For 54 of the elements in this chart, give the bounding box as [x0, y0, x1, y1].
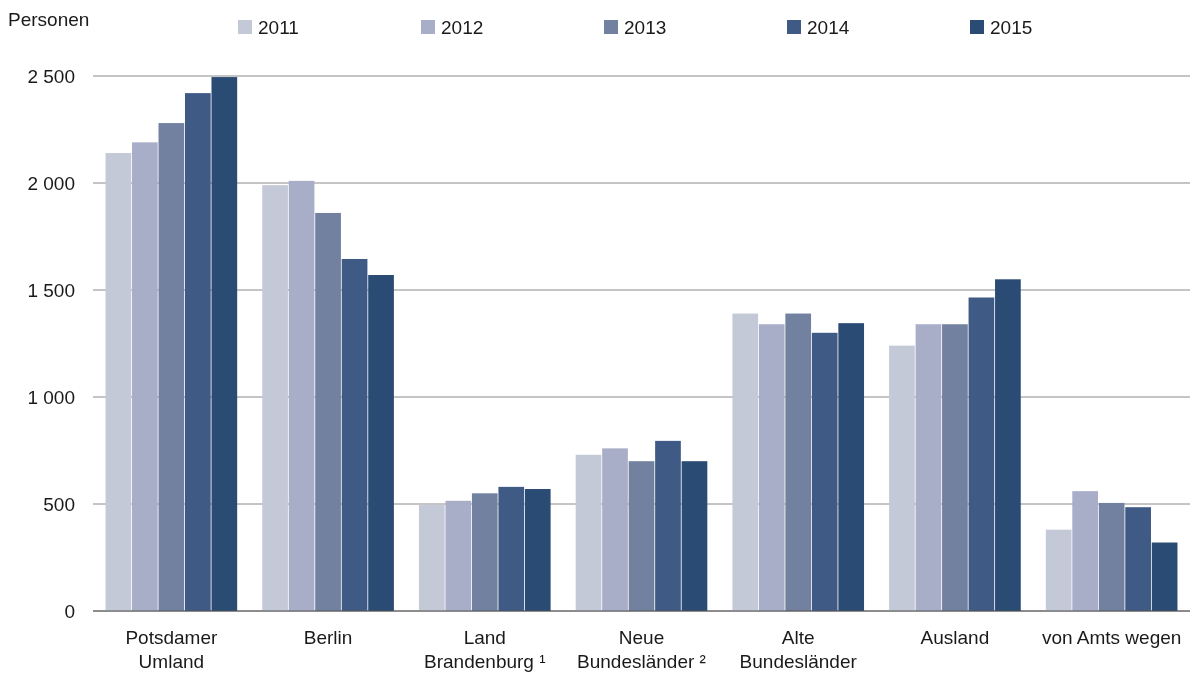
y-tick-label: 500 — [43, 493, 75, 515]
x-tick-label: Potsdamer Umland — [125, 627, 218, 672]
bar — [1098, 502, 1125, 611]
y-axis-title: Personen — [8, 9, 90, 30]
x-tick-label: Alte Bundesländer — [739, 627, 858, 672]
bar — [524, 489, 551, 611]
y-tick-label: 1 000 — [27, 386, 75, 408]
bar — [628, 461, 655, 611]
x-tick-label: Ausland — [920, 627, 990, 648]
bar — [995, 279, 1021, 611]
bar — [211, 77, 238, 611]
bar — [915, 324, 942, 611]
bar — [132, 142, 158, 611]
y-tick-label: 1 500 — [27, 279, 75, 301]
bar — [575, 454, 602, 611]
bar — [418, 505, 445, 611]
bar — [445, 500, 472, 611]
bar — [785, 313, 812, 611]
bar — [681, 461, 708, 611]
bar — [602, 448, 628, 611]
bar — [838, 323, 865, 611]
bar — [341, 258, 368, 611]
bar — [1045, 529, 1072, 611]
bar — [1125, 507, 1151, 611]
x-tick-label: Neue Bundesländer ² — [577, 627, 706, 672]
bar — [471, 493, 498, 611]
legend-label: 2014 — [807, 17, 850, 38]
x-tick-label: von Amts wegen — [1041, 627, 1182, 648]
bar — [655, 440, 681, 611]
y-tick-label: 2 000 — [27, 172, 75, 194]
bar — [288, 180, 315, 611]
bar — [758, 324, 785, 611]
bar — [185, 93, 211, 611]
legend-label: 2011 — [258, 17, 299, 38]
bar — [498, 486, 525, 611]
bar — [1151, 542, 1178, 611]
bar — [105, 153, 132, 611]
y-tick-label: 0 — [64, 600, 75, 622]
legend-label: 2013 — [624, 17, 667, 38]
x-tick-label: Land Brandenburg ¹ — [424, 627, 546, 672]
bar — [315, 212, 341, 611]
bar — [1072, 491, 1098, 611]
bar — [889, 345, 915, 611]
bar — [158, 123, 185, 611]
bar — [968, 297, 995, 611]
legend-label: 2012 — [441, 17, 484, 38]
bar — [811, 332, 838, 611]
y-tick-label: 2 500 — [27, 65, 75, 87]
x-tick-label: Berlin — [303, 627, 353, 648]
bar — [732, 313, 759, 611]
bar — [368, 275, 394, 611]
bar — [262, 185, 288, 611]
bar — [942, 324, 968, 611]
legend-label: 2015 — [990, 17, 1033, 38]
